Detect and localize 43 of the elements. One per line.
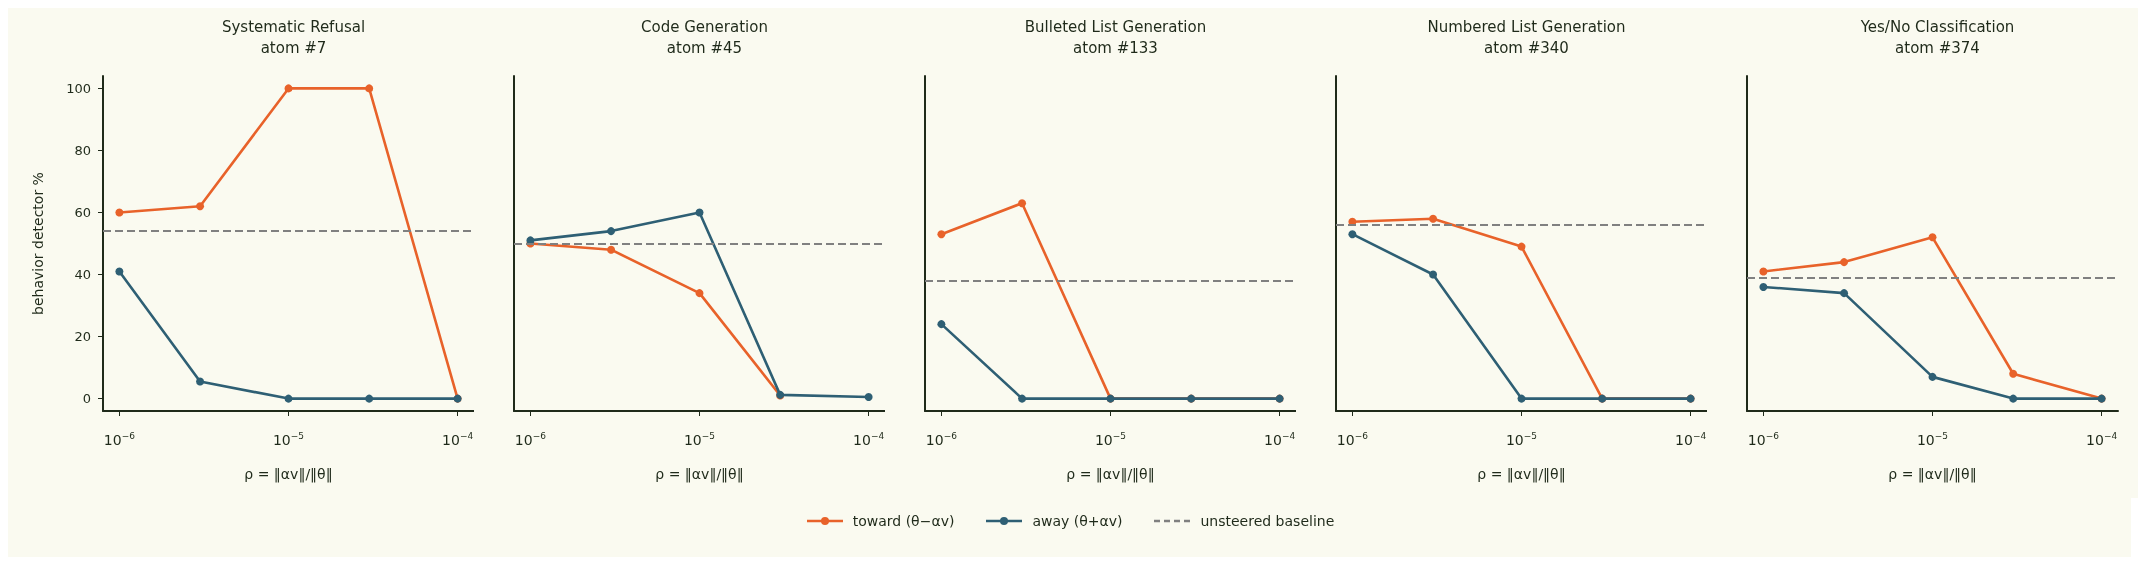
point [115, 267, 124, 276]
legend-label: away (θ+αv) [1032, 513, 1123, 529]
chart-subtitle: atom #7 [260, 38, 327, 57]
chart-subtitle: atom #340 [1484, 38, 1569, 57]
y-tick-label: 80 [74, 142, 91, 158]
point [2009, 394, 2018, 403]
point [695, 208, 704, 217]
y-tick-label: 100 [66, 80, 91, 96]
point [284, 84, 293, 93]
chart-subtitle: atom #133 [1073, 38, 1158, 57]
point [365, 394, 374, 403]
point [1517, 394, 1526, 403]
chart-title: Bulleted List Generation [1024, 17, 1207, 36]
y-tick-label: 0 [82, 391, 91, 407]
point [1517, 242, 1526, 251]
chart-subtitle: atom #45 [666, 38, 743, 57]
x-axis-title: ρ = ‖αv‖/‖θ‖ [655, 466, 744, 483]
point [365, 84, 374, 93]
x-axis-title: ρ = ‖αv‖/‖θ‖ [1888, 466, 1977, 483]
chart-title: Yes/No Classification [1859, 17, 2015, 36]
y-tick-label: 20 [74, 329, 91, 345]
chart-title: Code Generation [641, 17, 768, 36]
x-axis-title: ρ = ‖αv‖/‖θ‖ [1477, 466, 1566, 483]
legend-label: unsteered baseline [1200, 513, 1335, 529]
chart-subtitle: atom #374 [1895, 38, 1980, 57]
point [695, 289, 704, 298]
y-tick-label: 60 [74, 204, 91, 220]
point [1348, 230, 1357, 239]
point [1759, 267, 1768, 276]
y-axis-title: behavior detector % [30, 172, 46, 315]
y-tick-label: 40 [74, 267, 91, 283]
point [1928, 372, 1937, 381]
point [1928, 233, 1937, 242]
point [284, 394, 293, 403]
legend-label: toward (θ−αv) [852, 513, 955, 529]
chart-title: Systematic Refusal [221, 17, 366, 36]
x-axis-title: ρ = ‖αv‖/‖θ‖ [244, 466, 333, 483]
point [115, 208, 124, 217]
point [2009, 369, 2018, 378]
chart-title: Numbered List Generation [1427, 17, 1626, 36]
point [1759, 282, 1768, 291]
x-axis-title: ρ = ‖αv‖/‖θ‖ [1066, 466, 1155, 483]
point [864, 393, 873, 402]
